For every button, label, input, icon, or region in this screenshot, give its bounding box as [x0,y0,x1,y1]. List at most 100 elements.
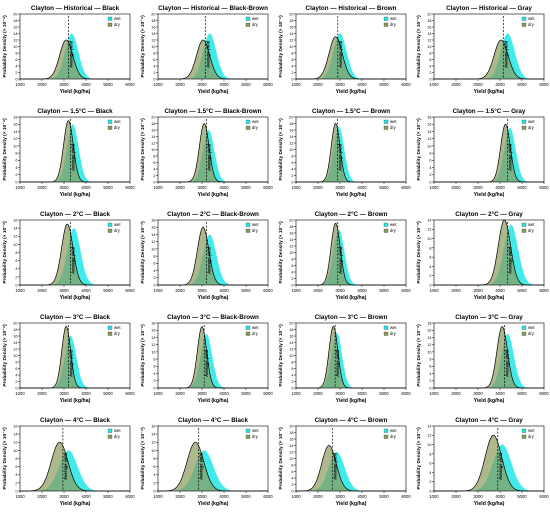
panel-title: Clayton — 2°C — Black-Brown [167,210,259,218]
y-tick-label: 14 [151,336,155,340]
legend-swatch-dry [383,331,389,336]
y-axis-label: Probability Density (× 10⁻⁴) [140,427,146,490]
y-tick-label: 8 [15,251,17,255]
y-tick-label: 6 [15,367,17,371]
y-tick-label: 6 [429,159,431,163]
y-tick-label: 2 [429,480,431,484]
y-tick-label: 14 [13,130,17,134]
legend-label-dry: dry [390,228,397,233]
y-tick-label: 20 [13,12,17,16]
y-tick-label: 6 [291,367,293,371]
legend-label-dry: dry [114,434,121,439]
x-tick-label: 5000 [103,82,113,87]
y-axis-label: Probability Density (× 10⁻⁴) [2,118,8,181]
y-tick-label: 12 [427,343,431,347]
y-tick-label: 2 [153,481,155,485]
x-tick-label: 4000 [81,494,91,499]
y-tick-label: 8 [291,51,293,55]
legend-swatch-dry [107,22,113,27]
y-tick-label: 16 [151,128,155,132]
x-axis-label: Yield (kg/ha) [336,501,367,507]
wet-density [158,333,268,388]
x-tick-label: 1000 [291,494,301,499]
x-tick-label: 5000 [379,494,389,499]
legend-swatch-wet [521,428,527,433]
y-tick-label: 8 [429,51,431,55]
legend-label-dry: dry [528,22,535,27]
x-tick-label: 3000 [473,494,483,499]
y-tick-label: 2 [15,481,17,485]
average-yield-label: Average yield [498,452,503,480]
x-tick-label: 5000 [241,494,251,499]
y-tick-label: 6 [15,58,17,62]
x-tick-label: 4000 [219,391,229,396]
y-tick-label: 20 [289,115,293,119]
y-axis-label: Probability Density (× 10⁻⁴) [278,324,284,387]
x-tick-label: 5000 [103,288,113,293]
x-tick-label: 5000 [379,288,389,293]
y-tick-label: 4 [291,64,293,68]
legend-label-dry: dry [252,22,259,27]
legend-swatch-dry [107,228,113,233]
y-axis-label: Probability Density (× 10⁻⁴) [416,427,422,490]
y-tick-label: 8 [291,463,293,467]
x-tick-label: 2000 [37,82,47,87]
legend-label-dry: dry [390,125,397,130]
y-tick-label: 4 [15,373,17,377]
y-axis-label: Probability Density (× 10⁻⁴) [416,324,422,387]
legend-label-wet: wet [528,325,535,330]
legend-swatch-wet [383,325,389,330]
legend-label-dry: dry [390,22,397,27]
y-tick-label: 6 [15,465,17,469]
y-tick-label: 10 [151,350,155,354]
y-tick-label: 20 [151,115,155,119]
wet-density [296,126,406,182]
wet-density [20,124,130,182]
panel: Clayton — Historical — Black Average yiel… [2,5,135,95]
y-tick-label: 18 [427,115,431,119]
x-tick-label: 5000 [379,391,389,396]
y-tick-label: 6 [153,262,155,266]
y-tick-label: 14 [151,433,155,437]
x-tick-label: 1000 [15,185,25,190]
y-tick-label: 16 [151,25,155,29]
y-axis-label: Probability Density (× 10⁻⁴) [2,15,8,78]
x-tick-label: 1000 [291,288,301,293]
panel-title: Clayton — Historical — Brown [306,5,397,12]
y-tick-label: 8 [429,246,431,250]
y-tick-label: 4 [291,270,293,274]
legend-swatch-dry [245,228,251,233]
y-tick-label: 14 [289,444,293,448]
x-tick-label: 1000 [15,82,25,87]
y-tick-label: 2 [291,277,293,281]
y-tick-label: 12 [151,141,155,145]
panel: Clayton — Historical — Black-Brown Averag… [140,5,273,95]
y-tick-label: 16 [13,123,17,127]
plot-frame [433,116,545,183]
x-tick-label: 4000 [81,288,91,293]
x-tick-label: 3000 [197,288,207,293]
x-tick-label: 2000 [37,391,47,396]
panel-title: Clayton — Historical — Black [31,5,120,12]
legend-label-wet: wet [528,16,535,21]
x-axis-label: Yield (kg/ha) [198,295,229,301]
average-yield-label: Average yield [63,452,68,480]
legend-label-wet: wet [252,119,259,124]
x-axis-label: Yield (kg/ha) [474,398,505,404]
panel: Clayton — 2°C — Black-Brown Average yield… [140,210,273,301]
y-tick-label: 14 [13,433,17,437]
y-axis-label: Probability Density (× 10⁻⁴) [278,15,284,78]
x-tick-label: 5000 [517,494,527,499]
x-tick-label: 2000 [451,185,461,190]
y-tick-label: 0 [15,283,17,287]
wet-density [434,333,544,388]
legend-label-dry: dry [252,125,259,130]
y-tick-label: 10 [13,243,17,247]
legend-label-wet: wet [114,16,121,21]
y-tick-label: 18 [427,321,431,325]
y-tick-label: 20 [13,321,17,325]
x-tick-label: 4000 [495,185,505,190]
legend-label-wet: wet [528,428,535,433]
legend-swatch-wet [521,325,527,330]
